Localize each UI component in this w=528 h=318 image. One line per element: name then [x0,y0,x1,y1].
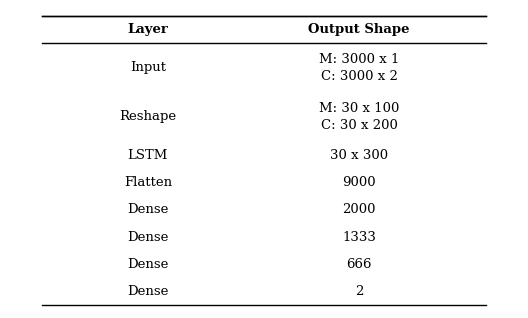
Text: Dense: Dense [127,285,168,298]
Text: 30 x 300: 30 x 300 [330,149,388,162]
Text: M: 3000 x 1
C: 3000 x 2: M: 3000 x 1 C: 3000 x 2 [319,53,399,83]
Text: Reshape: Reshape [119,110,176,123]
Text: Input: Input [130,61,166,74]
Text: Dense: Dense [127,231,168,244]
Text: Output Shape: Output Shape [308,23,410,36]
Text: Layer: Layer [127,23,168,36]
Text: 2: 2 [355,285,363,298]
Text: LSTM: LSTM [128,149,168,162]
Text: 2000: 2000 [342,203,376,216]
Text: 1333: 1333 [342,231,376,244]
Text: 666: 666 [346,258,372,271]
Text: 9000: 9000 [342,176,376,189]
Text: M: 30 x 100
C: 30 x 200: M: 30 x 100 C: 30 x 200 [319,102,399,132]
Text: Flatten: Flatten [124,176,172,189]
Text: Dense: Dense [127,203,168,216]
Text: Dense: Dense [127,258,168,271]
